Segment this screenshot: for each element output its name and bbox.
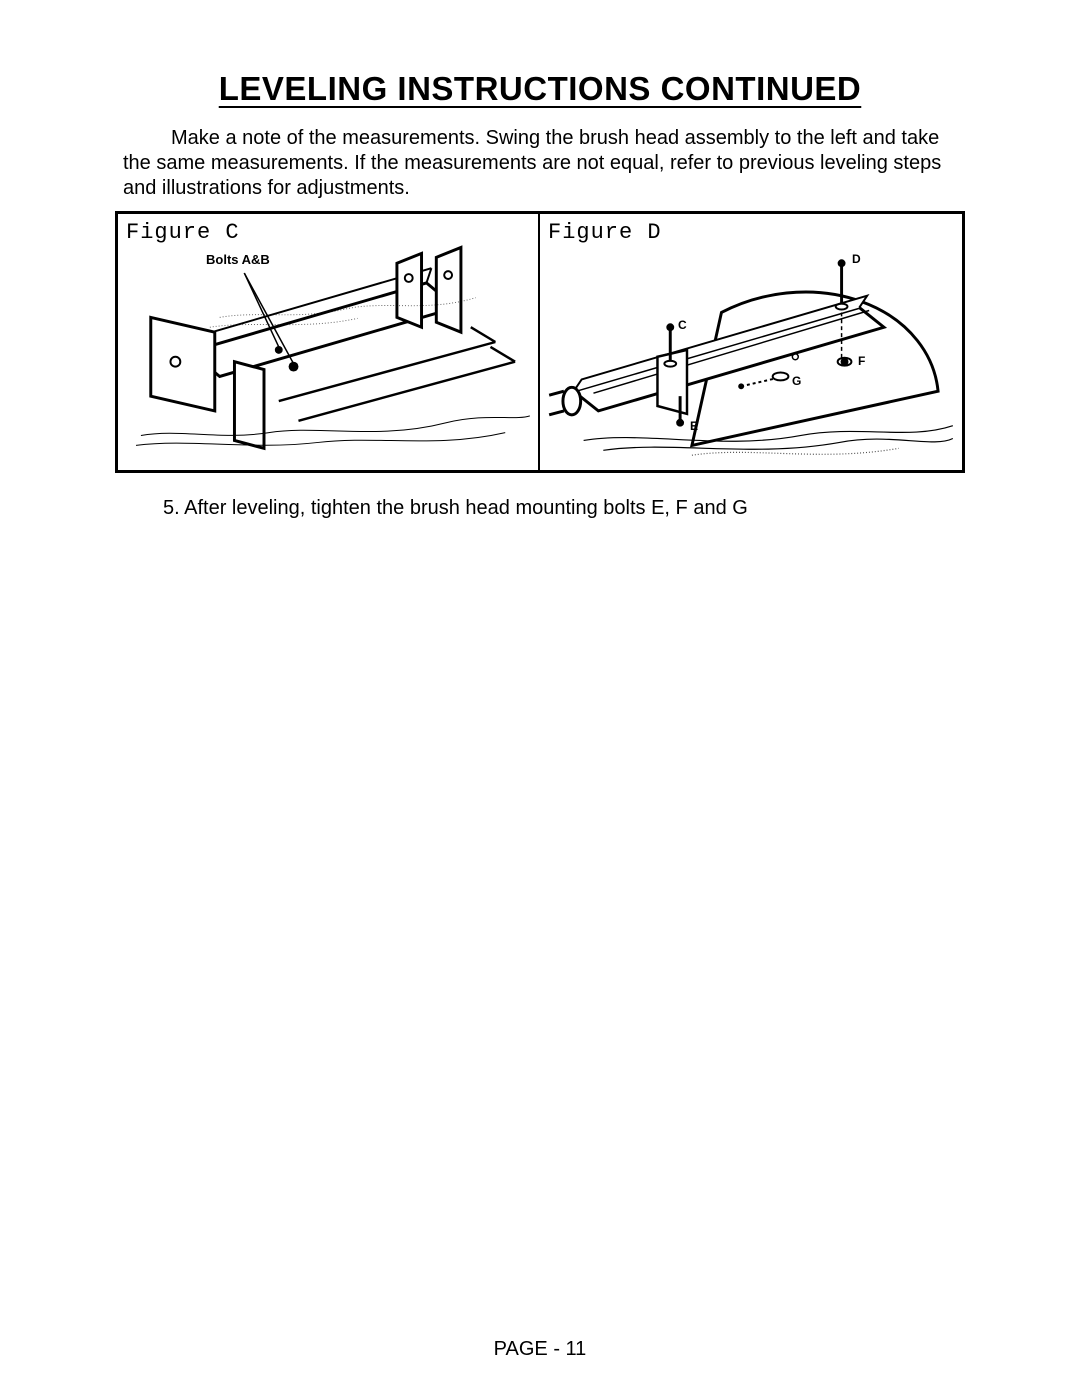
figure-c-drawing	[118, 214, 538, 470]
figure-d: Figure D	[540, 214, 962, 470]
step-5: 5. After leveling, tighten the brush hea…	[115, 497, 965, 520]
figure-d-drawing	[540, 214, 962, 470]
figures-container: Figure C	[115, 211, 965, 473]
figure-c-label: Figure C	[126, 220, 240, 245]
figure-c: Figure C	[118, 214, 540, 470]
callout-c: C	[678, 318, 687, 332]
callout-d: D	[852, 252, 861, 266]
callout-f: F	[858, 354, 865, 368]
intro-paragraph: Make a note of the measurements. Swing t…	[115, 126, 965, 201]
page-title: LEVELING INSTRUCTIONS CONTINUED	[115, 70, 965, 108]
callout-g: G	[792, 374, 801, 388]
bolts-ab-label: Bolts A&B	[206, 252, 270, 267]
page-footer: PAGE - 11	[0, 1338, 1080, 1361]
figure-d-label: Figure D	[548, 220, 662, 245]
callout-e: E	[690, 419, 698, 433]
